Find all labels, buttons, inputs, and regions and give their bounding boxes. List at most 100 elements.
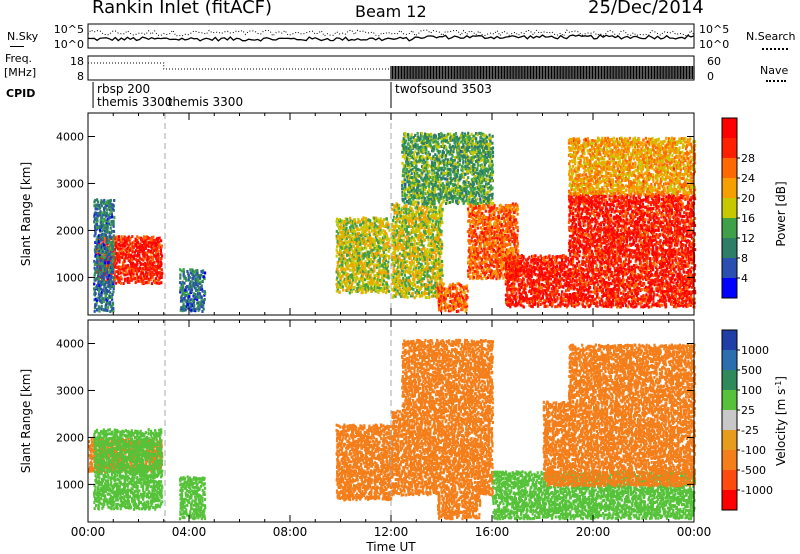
range-gate-cell (150, 246, 152, 249)
range-gate-cell (158, 282, 160, 285)
range-gate-cell (100, 275, 102, 278)
range-gate-cell (155, 277, 157, 280)
range-gate-cell (103, 199, 105, 202)
range-gate-cell (112, 259, 114, 262)
range-gate-cell (109, 301, 111, 304)
range-gate-cell (147, 236, 149, 239)
range-gate-cell (112, 245, 114, 248)
range-gate-cell (112, 271, 114, 274)
range-gate-cell (204, 290, 206, 293)
range-gate-cell (185, 277, 187, 280)
range-gate-cell (336, 255, 338, 258)
range-gate-cell (136, 263, 138, 266)
range-gate-cell (145, 247, 147, 250)
range-gate-cell (353, 261, 355, 264)
range-gate-cell (135, 258, 137, 261)
range-gate-cell (161, 272, 163, 275)
range-gate-cell (95, 292, 97, 295)
range-gate-cell (115, 282, 117, 285)
range-gate-cell (183, 268, 185, 271)
range-gate-cell (109, 202, 111, 205)
noise-right-bottom-tick: 10^0 (699, 38, 729, 51)
range-gate-cell (157, 253, 159, 256)
range-gate-cell (153, 261, 155, 264)
range-gate-cell (347, 229, 349, 232)
range-gate-cell (98, 240, 100, 243)
noise-panel: 10^5 10^0 10^5 10^0 (54, 23, 729, 51)
range-gate-cell (139, 242, 141, 245)
range-gate-cell (101, 255, 103, 258)
range-gate-cell (112, 265, 114, 268)
range-gate-cell (337, 262, 339, 265)
cpid-entry-2: themis 3300 (168, 95, 243, 109)
nave-bars (391, 66, 694, 79)
range-gate-cell (98, 310, 100, 313)
range-gate-cell (340, 257, 342, 260)
range-gate-cell (102, 297, 104, 300)
range-gate-cell (200, 281, 202, 284)
range-gate-cell (156, 247, 158, 250)
range-gate-cell (344, 220, 346, 223)
range-gate-cell (158, 243, 160, 246)
range-gate-cell (112, 293, 114, 296)
range-gate-cell (112, 238, 114, 241)
range-gate-cell (107, 306, 109, 309)
range-gate-cell (346, 218, 348, 221)
range-gate-cell (96, 309, 98, 312)
range-gate-cell (160, 281, 162, 284)
range-gate-cell (110, 210, 112, 213)
range-gate-cell (349, 291, 351, 294)
range-gate-cell (159, 271, 161, 274)
range-gate-cell (138, 236, 140, 239)
range-gate-cell (111, 263, 113, 266)
range-gate-cell (118, 265, 120, 268)
range-gate-cell (202, 280, 204, 283)
range-gate-cell (157, 250, 159, 253)
range-gate-cell (203, 301, 205, 304)
range-gate-cell (349, 269, 351, 272)
range-gate-cell (157, 260, 159, 263)
range-gate-cell (108, 261, 110, 264)
range-gate-cell (113, 256, 115, 259)
range-gate-cell (160, 249, 162, 252)
range-gate-cell (96, 207, 98, 210)
range-gate-cell (113, 234, 115, 237)
range-gate-cell (99, 206, 101, 209)
range-gate-cell (113, 252, 115, 255)
range-gate-cell (183, 282, 185, 285)
range-gate-cell (202, 269, 204, 272)
range-gate-cell (96, 301, 98, 304)
range-gate-cell (107, 258, 109, 261)
range-gate-cell (196, 269, 198, 272)
range-gate-cell (203, 275, 205, 278)
range-gate-cell (93, 283, 95, 286)
range-gate-cell (347, 236, 349, 239)
range-gate-cell (110, 227, 112, 230)
range-gate-cell (108, 271, 110, 274)
range-gate-cell (120, 272, 122, 275)
range-gate-cell (351, 257, 353, 260)
range-gate-cell (339, 291, 341, 294)
range-gate-cell (113, 242, 115, 245)
range-gate-cell (109, 241, 111, 244)
range-gate-cell (109, 216, 111, 219)
range-gate-cell (96, 218, 98, 221)
range-gate-cell (120, 282, 122, 285)
range-gate-cell (341, 260, 343, 263)
range-gate-cell (128, 267, 130, 270)
range-gate-cell (142, 272, 144, 275)
range-gate-cell (106, 271, 108, 274)
range-gate-cell (104, 257, 106, 260)
range-gate-cell (113, 285, 115, 288)
range-gate-cell (133, 257, 135, 260)
range-gate-cell (116, 266, 118, 269)
figure-canvas: 10^5 10^0 10^5 10^0 18 8 60 0 rbsp 200th… (0, 0, 800, 554)
range-gate-cell (113, 281, 115, 284)
range-gate-cell (140, 262, 142, 265)
range-gate-cell (191, 288, 193, 291)
range-gate-cell (123, 282, 125, 285)
range-gate-cell (132, 245, 134, 248)
range-gate-cell (186, 300, 188, 303)
range-gate-cell (112, 248, 114, 251)
range-gate-cell (138, 254, 140, 257)
